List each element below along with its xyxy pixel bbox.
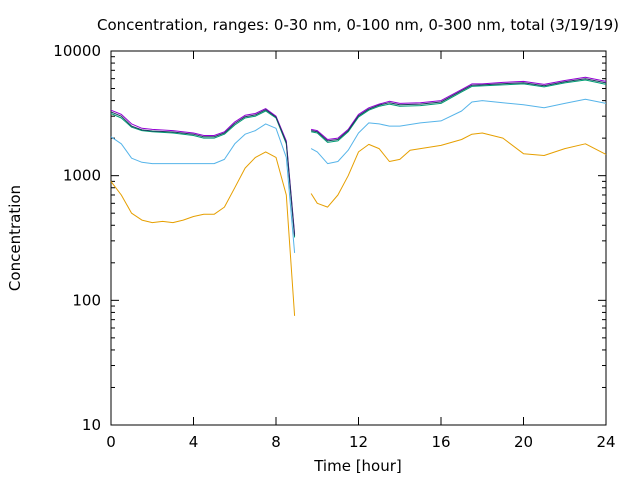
- series-2-line: [110, 123, 296, 253]
- series-4-line: [311, 76, 607, 140]
- plot-frame: [110, 50, 607, 426]
- x-axis-label: Time [hour]: [313, 457, 402, 475]
- series-5-line: [110, 109, 296, 236]
- series-3-line: [311, 79, 607, 143]
- x-tick-label: 20: [514, 433, 533, 451]
- x-tick-label: 16: [431, 433, 450, 451]
- y-axis: 10 100 1000 10000: [53, 42, 606, 434]
- series-5-line: [311, 78, 607, 142]
- chart-title: Concentration, ranges: 0-30 nm, 0-100 nm…: [97, 16, 619, 34]
- y-tick-label: 100: [72, 291, 101, 309]
- series-2-line: [310, 98, 607, 165]
- series-4-line: [110, 108, 296, 235]
- x-tick-label: 0: [106, 433, 116, 451]
- x-tick-label: 4: [189, 433, 199, 451]
- y-tick-label: 10000: [53, 42, 101, 60]
- plot-border: [110, 50, 607, 426]
- x-tick-label: 24: [596, 433, 615, 451]
- x-tick-label: 12: [349, 433, 368, 451]
- series-1-line: [110, 151, 296, 316]
- series-3-line: [110, 110, 296, 238]
- y-tick-label: 10: [82, 416, 101, 434]
- y-axis-label: Concentration: [6, 185, 24, 291]
- y-tick-label: 1000: [63, 167, 101, 185]
- series-1-line: [310, 132, 607, 208]
- x-tick-label: 8: [271, 433, 281, 451]
- series-lines: [110, 76, 607, 316]
- x-axis: 0 4 8 12 16 20 24: [106, 51, 616, 451]
